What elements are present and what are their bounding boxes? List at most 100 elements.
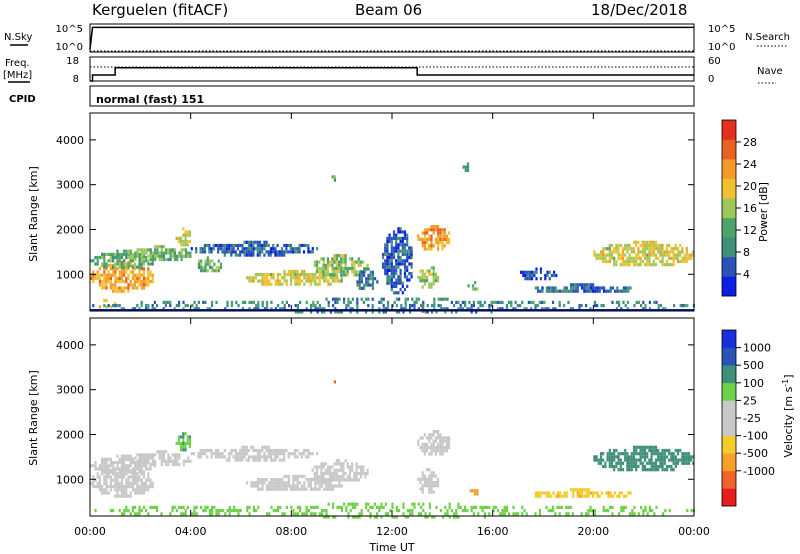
velocity-cell — [650, 448, 653, 453]
velocity-cell — [235, 509, 238, 513]
velocity-cell — [523, 509, 526, 513]
velocity-cell — [173, 505, 176, 509]
velocity-cell — [222, 509, 225, 513]
power-cell — [672, 256, 675, 260]
power-cell — [637, 250, 640, 254]
power-cell — [646, 259, 649, 264]
velocity-cell — [550, 494, 553, 498]
velocity-cell — [359, 468, 363, 472]
power-cell — [399, 243, 402, 247]
velocity-cell — [421, 477, 424, 481]
velocity-cell — [430, 484, 433, 488]
power-cell — [329, 282, 332, 286]
power-cell — [154, 251, 157, 255]
power-cell — [267, 243, 270, 248]
power-cell — [202, 265, 205, 270]
power-cell — [596, 286, 599, 290]
power-cell — [331, 260, 334, 264]
velocity-cell — [428, 433, 431, 437]
velocity-cell — [187, 459, 190, 463]
velocity-cell — [272, 481, 275, 485]
velocity-cell — [112, 467, 115, 471]
power-cell — [335, 257, 338, 261]
power-cell — [403, 259, 407, 263]
velocity-cell — [92, 464, 95, 468]
power-cell — [386, 252, 389, 256]
power-cell — [234, 250, 237, 254]
velocity-cell — [180, 448, 183, 452]
velocity-cell — [109, 475, 112, 479]
velocity-cell — [149, 505, 152, 509]
velocity-cell — [641, 448, 644, 453]
velocity-cell — [116, 472, 119, 476]
power-cell — [178, 304, 181, 308]
velocity-cell — [156, 450, 159, 454]
power-cell — [324, 270, 327, 274]
velocity-cell — [657, 452, 660, 456]
power-cell — [276, 243, 279, 248]
velocity-cell — [114, 488, 117, 492]
power-cell — [191, 304, 194, 308]
velocity-cell — [630, 452, 633, 456]
velocity-cell — [663, 458, 666, 462]
velocity-cell — [103, 457, 106, 461]
velocity-cell — [428, 446, 431, 450]
velocity-cell — [596, 491, 599, 495]
power-cell — [432, 228, 435, 232]
velocity-cell — [274, 478, 277, 482]
velocity-cell — [261, 481, 264, 485]
power-cell — [305, 273, 308, 277]
velocity-cell — [255, 509, 258, 513]
power-cell — [479, 300, 482, 304]
velocity-cell — [661, 452, 664, 456]
velocity-cell — [371, 505, 374, 509]
power-cell — [107, 252, 110, 256]
power-cell — [305, 243, 308, 248]
power-cell — [180, 243, 183, 247]
power-cell — [277, 304, 280, 308]
velocity-cell — [129, 459, 133, 463]
velocity-cell — [129, 491, 132, 495]
velocity-cell — [254, 455, 257, 459]
velocity-cell — [622, 505, 625, 509]
power-cell — [674, 253, 677, 257]
velocity-cell — [428, 436, 431, 440]
velocity-cell — [123, 475, 126, 479]
velocity-cell — [626, 464, 629, 469]
power-cell — [400, 307, 403, 311]
power-cell — [292, 273, 295, 277]
power-cell — [120, 273, 123, 277]
velocity-cell — [481, 509, 484, 513]
velocity-cell — [421, 446, 424, 450]
power-cell — [250, 240, 253, 244]
power-cell — [348, 266, 352, 271]
power-cell — [434, 272, 437, 276]
power-cell — [340, 257, 343, 261]
power-cell — [430, 225, 433, 229]
power-cell — [213, 269, 216, 273]
power-cell — [615, 243, 618, 248]
velocity-cell — [604, 464, 607, 469]
power-cell — [232, 250, 235, 254]
velocity-cell — [583, 494, 586, 498]
velocity-cell — [632, 458, 636, 462]
velocity-cell — [105, 467, 108, 471]
velocity-cell — [585, 512, 588, 516]
power-cell — [559, 289, 562, 293]
power-cell — [149, 248, 152, 252]
power-cell — [369, 283, 372, 287]
power-cell — [477, 307, 480, 311]
power-cell — [245, 250, 248, 254]
power-cell — [212, 247, 215, 251]
power-cell — [303, 276, 306, 280]
velocity-cell — [597, 458, 600, 462]
velocity-cell — [289, 452, 292, 456]
power-cell — [331, 263, 334, 267]
power-cell — [189, 254, 192, 258]
power-cell — [443, 234, 446, 238]
power-cell — [574, 286, 577, 290]
velocity-cell — [120, 481, 123, 485]
power-cell — [426, 241, 429, 245]
power-cell — [120, 252, 123, 256]
